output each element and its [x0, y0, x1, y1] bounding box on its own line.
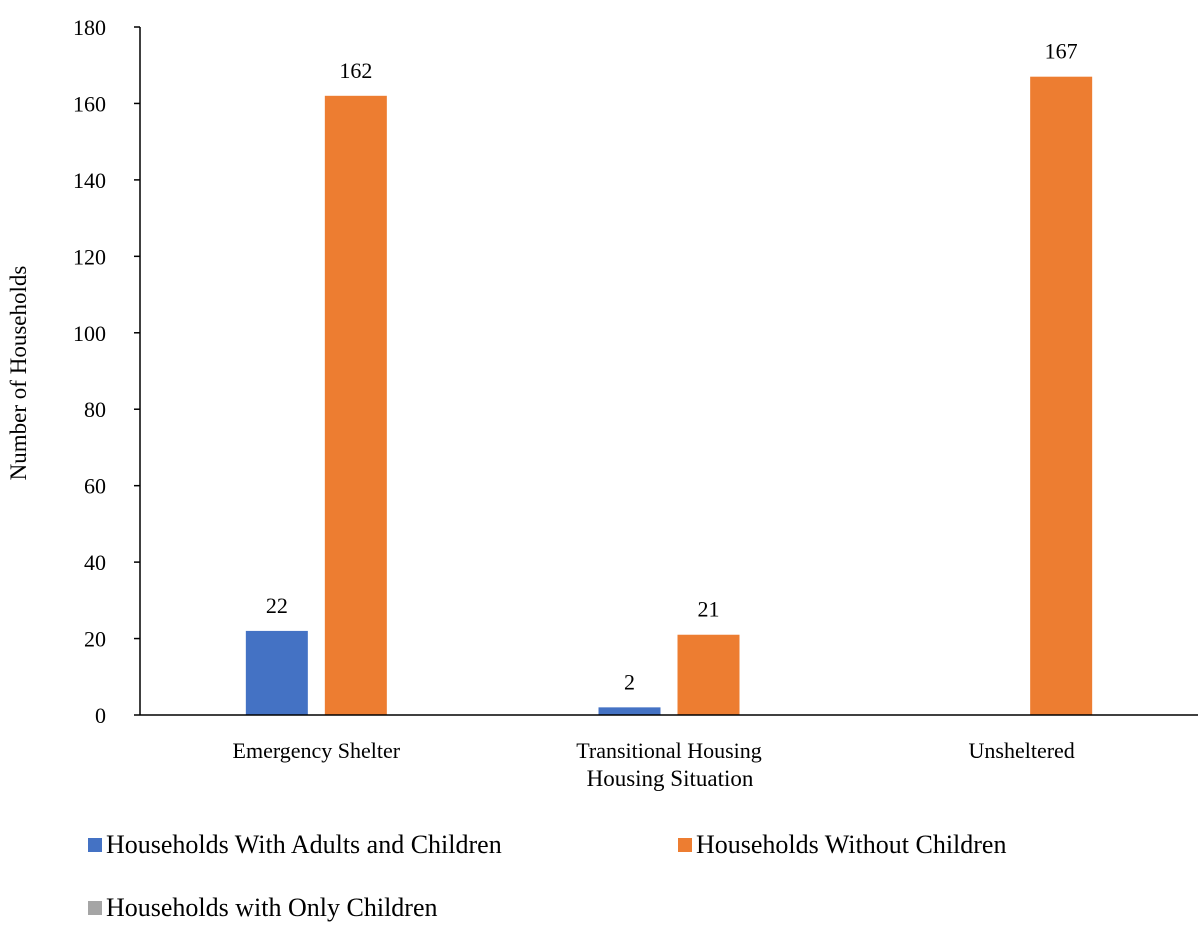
x-tick-label: Transitional Housing — [576, 738, 762, 763]
y-axis-ticks: 0 20 40 60 80 100 120 140 160 180 — [73, 15, 140, 728]
y-tick-label: 0 — [95, 703, 106, 728]
legend-label-only-children: Households with Only Children — [106, 893, 438, 922]
data-labels: 22 162 2 21 167 — [266, 39, 1078, 695]
y-tick-label: 120 — [73, 244, 106, 269]
bar-1-0 — [598, 707, 661, 715]
data-label: 162 — [339, 58, 372, 83]
bars — [245, 76, 1093, 716]
data-label: 2 — [624, 669, 635, 694]
data-label: 21 — [698, 597, 720, 622]
y-tick-label: 40 — [84, 550, 106, 575]
data-label: 167 — [1045, 39, 1078, 64]
bar-0-1 — [324, 95, 387, 716]
bar-chart: 0 20 40 60 80 100 120 140 160 180 22 162 2 21 167 Eme… — [6, 15, 1198, 791]
y-tick-label: 20 — [84, 627, 106, 652]
x-tick-label: Unsheltered — [969, 738, 1075, 763]
y-tick-label: 60 — [84, 474, 106, 499]
y-tick-label: 180 — [73, 15, 106, 40]
legend-item-adults-children: Households With Adults and Children — [88, 830, 502, 860]
y-tick-label: 80 — [84, 397, 106, 422]
legend-swatch-adults-children — [88, 838, 102, 852]
legend-swatch-without-children — [678, 838, 692, 852]
legend-item-without-children: Households Without Children — [678, 830, 1006, 860]
bar-1-1 — [677, 634, 740, 715]
y-tick-label: 140 — [73, 168, 106, 193]
legend-label-adults-children: Households With Adults and Children — [106, 830, 502, 859]
data-label: 22 — [266, 593, 288, 618]
x-axis-ticks: Emergency Shelter Transitional Housing Uns… — [233, 738, 1075, 763]
bar-2-1 — [1030, 76, 1093, 715]
y-axis-title: Number of Households — [6, 266, 31, 481]
y-tick-label: 100 — [73, 321, 106, 346]
bar-0-0 — [245, 630, 308, 715]
y-tick-label: 160 — [73, 91, 106, 116]
x-tick-label: Emergency Shelter — [233, 738, 401, 763]
legend-swatch-only-children — [88, 901, 102, 915]
legend-label-without-children: Households Without Children — [696, 830, 1007, 859]
legend-item-only-children: Households with Only Children — [88, 893, 438, 923]
x-axis-title: Housing Situation — [587, 766, 754, 791]
